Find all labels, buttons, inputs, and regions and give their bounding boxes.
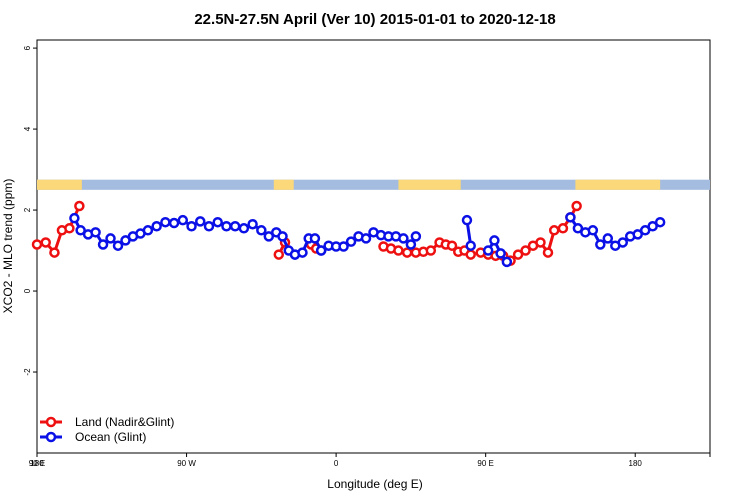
- data-point: [177, 214, 189, 226]
- data-point: [548, 225, 560, 236]
- data-point: [338, 241, 349, 252]
- data-point: [401, 247, 413, 258]
- data-point: [345, 236, 357, 247]
- data-point: [212, 216, 223, 228]
- data-point: [90, 227, 101, 238]
- data-point: [40, 237, 51, 248]
- map-strip: [37, 179, 710, 190]
- data-point: [425, 245, 437, 256]
- data-point: [565, 212, 576, 223]
- data-point: [195, 216, 206, 227]
- data-point: [520, 245, 531, 256]
- data-point: [602, 233, 614, 244]
- x-tick-label: 90 E: [29, 459, 45, 468]
- series-layer: [31, 200, 666, 268]
- y-tick-label: 4: [23, 126, 32, 131]
- data-point: [482, 245, 494, 256]
- x-tick-label: 0: [334, 459, 339, 468]
- data-point: [168, 217, 180, 229]
- data-point: [410, 231, 422, 242]
- data-point: [465, 240, 476, 251]
- data-point: [277, 231, 288, 242]
- legend: Land (Nadir&Glint) Ocean (Glint): [40, 415, 174, 444]
- x-tick-label: 90 W: [177, 459, 196, 468]
- data-point: [74, 200, 85, 212]
- data-point: [120, 235, 131, 246]
- map-strip-land-1: [273, 179, 294, 190]
- map-strip-ocean: [37, 179, 710, 190]
- data-point: [557, 223, 569, 234]
- data-point: [465, 249, 476, 260]
- data-point: [489, 235, 500, 246]
- data-point: [142, 225, 154, 236]
- data-point: [160, 216, 171, 228]
- data-point: [405, 239, 417, 250]
- data-point: [221, 221, 232, 232]
- data-point: [446, 240, 458, 251]
- data-point: [501, 256, 513, 268]
- data-point: [31, 239, 43, 250]
- map-strip-land-3: [575, 179, 661, 190]
- data-point: [112, 240, 124, 251]
- data-point: [639, 225, 651, 236]
- data-point: [495, 248, 506, 259]
- data-point: [105, 233, 116, 244]
- y-tick-label: 6: [23, 45, 32, 50]
- data-point: [186, 221, 197, 232]
- data-point: [229, 221, 241, 232]
- y-axis: -2 0 2 4 6: [23, 45, 37, 376]
- x-tick-label: 180: [629, 459, 643, 468]
- legend-label-ocean: Ocean (Glint): [75, 430, 146, 444]
- data-point: [238, 223, 250, 234]
- data-point: [535, 237, 546, 248]
- series-1: [69, 212, 666, 268]
- data-point: [247, 218, 258, 230]
- data-point: [461, 214, 473, 226]
- y-tick-label: 0: [23, 288, 32, 293]
- data-point: [273, 249, 285, 260]
- data-point: [571, 200, 582, 212]
- x-axis-label: Longitude (deg E): [327, 477, 422, 491]
- data-point: [64, 223, 75, 234]
- data-point: [587, 225, 599, 236]
- data-point: [393, 245, 404, 256]
- chart-title: 22.5N-27.5N April (Ver 10) 2015-01-01 to…: [194, 11, 555, 28]
- data-point: [512, 249, 524, 260]
- data-point: [203, 221, 215, 232]
- series-0: [31, 200, 582, 266]
- data-point: [69, 212, 80, 224]
- data-point: [572, 223, 584, 234]
- legend-marker-land: [45, 416, 57, 428]
- data-point: [360, 233, 372, 244]
- data-point: [263, 231, 275, 242]
- legend-marker-ocean: [45, 431, 57, 443]
- map-strip-land-2: [398, 179, 461, 190]
- data-point: [151, 221, 162, 232]
- data-point: [256, 225, 267, 236]
- x-tick-label: 180: [30, 459, 44, 468]
- legend-label-land: Land (Nadir&Glint): [75, 415, 174, 429]
- data-point: [632, 229, 643, 240]
- data-point: [647, 221, 658, 232]
- y-axis-label: XCO2 - MLO trend (ppm): [1, 179, 15, 314]
- data-point: [97, 239, 109, 250]
- data-point: [654, 216, 666, 228]
- data-point: [297, 247, 308, 258]
- y-tick-label: 2: [23, 207, 32, 212]
- data-point: [617, 237, 629, 248]
- data-point: [309, 233, 321, 244]
- data-point: [75, 225, 86, 236]
- series-line: [486, 238, 509, 263]
- data-point: [398, 233, 409, 244]
- data-point: [595, 239, 606, 250]
- map-strip-land-0: [37, 179, 82, 190]
- data-point: [315, 245, 327, 256]
- y-tick-label: -2: [23, 368, 32, 376]
- x-tick-label: 90 E: [477, 459, 493, 468]
- data-point: [49, 247, 60, 258]
- data-point: [542, 247, 554, 258]
- plot-frame: [36, 39, 711, 454]
